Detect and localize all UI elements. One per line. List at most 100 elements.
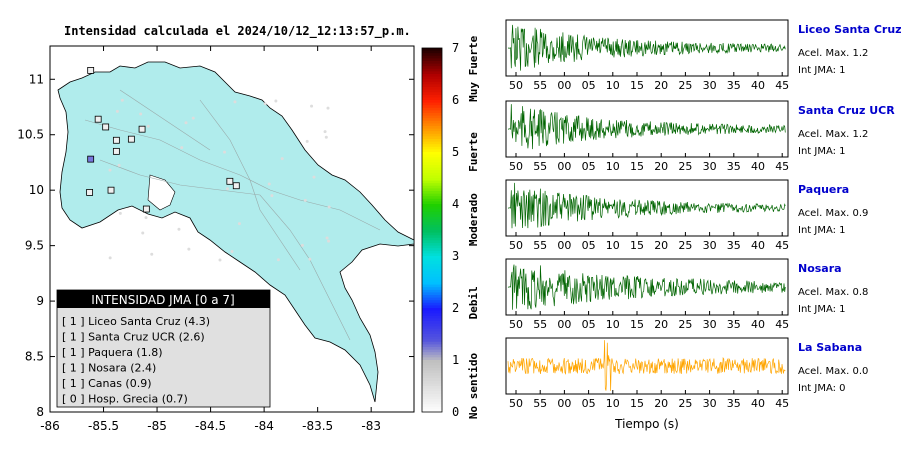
station-accel: Acel. Max. 0.9 — [798, 208, 868, 219]
colorbar-segment — [422, 71, 442, 75]
city-dot — [280, 157, 284, 161]
colorbar-segment — [422, 53, 442, 57]
trace-panel: 50 55 00 05 10 15 20 25 30 35 40 45 Santa Cruz UCR Ac… — [505, 100, 895, 173]
colorbar-segment — [422, 284, 442, 288]
colorbar-segment — [422, 198, 442, 202]
colorbar-segment — [422, 152, 442, 156]
colorbar-segment — [422, 339, 442, 343]
colorbar-segment — [422, 136, 442, 140]
colorbar-segment — [422, 341, 442, 345]
colorbar-labels: No sentido Debil Moderado Fuerte Muy Fuerte — [467, 35, 480, 419]
colorbar-segment — [422, 201, 442, 205]
colorbar-segment — [422, 274, 442, 278]
city-dot — [276, 258, 280, 262]
trace-x-tick-label: 25 — [678, 318, 692, 331]
trace-x-tick-label: 40 — [751, 318, 765, 331]
waveform-line — [508, 104, 786, 150]
city-dot — [108, 168, 112, 172]
colorbar-segment — [422, 375, 442, 379]
colorbar-segment — [422, 315, 442, 319]
trace-x-tick-label: 05 — [582, 239, 596, 252]
trace-x-tick-label: 45 — [775, 397, 789, 410]
colorbar-segment — [422, 393, 442, 397]
trace-x-tick-label: 35 — [727, 397, 741, 410]
colorbar-ticks: 0 1 2 3 4 5 6 7 — [452, 41, 459, 419]
station-int: Int JMA: 0 — [798, 383, 846, 394]
trace-x-tick-label: 00 — [557, 397, 571, 410]
colorbar-segment — [422, 131, 442, 135]
colorbar-segment — [422, 396, 442, 400]
colorbar-segment — [422, 81, 442, 85]
legend-item: [ 1 ] Santa Cruz UCR (2.6) — [62, 331, 205, 344]
station-marker — [112, 147, 120, 155]
city-dot — [230, 249, 234, 253]
colorbar-segment — [422, 144, 442, 148]
city-dot — [150, 252, 154, 256]
map-y-tick-label: 11 — [29, 72, 44, 86]
colorbar-segment — [422, 165, 442, 169]
colorbar-segment — [422, 126, 442, 130]
station-marker — [86, 188, 94, 196]
colorbar-category-label: Fuerte — [467, 132, 480, 172]
trace-x-tick-label: 05 — [582, 397, 596, 410]
colorbar-segment — [422, 230, 442, 234]
colorbar-segment — [422, 87, 442, 91]
map-x-tick-label: -83.5 — [302, 419, 333, 433]
colorbar-segment — [422, 92, 442, 96]
station-int: Int JMA: 1 — [798, 146, 846, 157]
colorbar-segment — [422, 240, 442, 244]
colorbar-segment — [422, 211, 442, 215]
colorbar-segment — [422, 68, 442, 72]
colorbar-segment — [422, 287, 442, 291]
trace-x-tick-label: 30 — [703, 239, 717, 252]
colorbar-segment — [422, 159, 442, 163]
colorbar-segment — [422, 367, 442, 371]
colorbar-segment — [422, 58, 442, 62]
map-x-tick-label: -85 — [147, 419, 167, 433]
road-network — [84, 89, 381, 341]
city-dot — [325, 236, 329, 240]
station-accel: Acel. Max. 0.8 — [798, 287, 868, 298]
colorbar-segment — [422, 362, 442, 366]
colorbar-segment — [422, 276, 442, 280]
colorbar-segment — [422, 123, 442, 127]
city-dot — [117, 163, 121, 167]
map-x-tick-label: -85.5 — [88, 419, 119, 433]
colorbar-category-label: Moderado — [467, 193, 480, 246]
colorbar-segment — [422, 370, 442, 374]
trace-x-tick-label: 30 — [703, 318, 717, 331]
station-marker — [138, 125, 146, 133]
map-y-axis: 11 10.5 10 9.5 9 8.5 8 — [17, 72, 414, 419]
colorbar-segment — [422, 61, 442, 65]
city-dot — [191, 116, 195, 120]
trace-x-tick-label: 55 — [533, 239, 547, 252]
trace-x-tick-label: 25 — [678, 239, 692, 252]
trace-x-axis-label: Tiempo (s) — [614, 417, 679, 431]
colorbar-segment — [422, 388, 442, 392]
city-dot — [305, 139, 309, 143]
colorbar-segment — [422, 100, 442, 104]
station-name: Liceo Santa Cruz — [798, 23, 902, 36]
colorbar-segment — [422, 110, 442, 114]
city-dot — [177, 227, 181, 231]
colorbar-segment — [422, 74, 442, 78]
colorbar-segment — [422, 263, 442, 267]
colorbar-tick-label: 1 — [452, 353, 459, 367]
trace-x-tick-label: 40 — [751, 79, 765, 92]
trace-panel: 50 55 00 05 10 15 20 25 30 35 40 45 Nosara Acel. Max.… — [505, 258, 868, 331]
colorbar-segment — [422, 245, 442, 249]
colorbar-segment — [422, 399, 442, 403]
city-dot — [274, 99, 278, 103]
legend-item: [ 1 ] Canas (0.9) — [62, 377, 152, 390]
colorbar-segment — [422, 191, 442, 195]
map-y-tick-label: 9.5 — [25, 239, 44, 253]
colorbar-segment — [422, 107, 442, 111]
trace-x-tick-label: 20 — [654, 160, 668, 173]
colorbar-segment — [422, 157, 442, 161]
colorbar-tick-label: 5 — [452, 145, 459, 159]
colorbar-segment — [422, 178, 442, 182]
trace-x-tick-label: 30 — [703, 79, 717, 92]
trace-frame — [505, 258, 789, 316]
trace-x-tick-label: 00 — [557, 79, 571, 92]
colorbar-segment — [422, 206, 442, 210]
